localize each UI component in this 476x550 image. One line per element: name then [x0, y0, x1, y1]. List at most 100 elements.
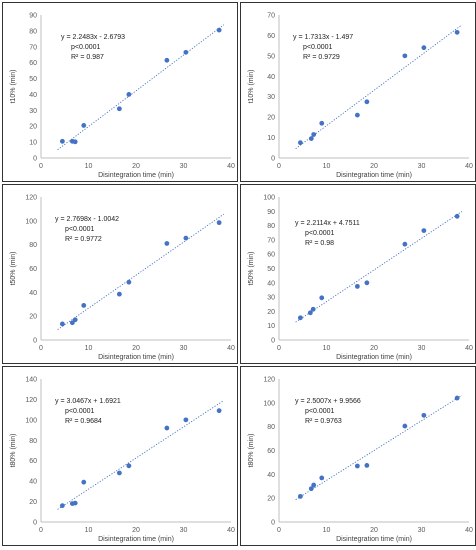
chart-panel-4: 0 10 20 30 40 0 10 20 30 40 50 60 70 80 90 100 Disintegr… — [240, 184, 476, 364]
data-point — [72, 139, 78, 145]
data-point — [216, 220, 222, 226]
x-tick-label: 10 — [85, 345, 93, 352]
x-tick-label: 20 — [370, 345, 378, 352]
x-tick-label: 40 — [465, 345, 473, 352]
regression-annotation: R² = 0.98 — [305, 240, 334, 247]
x-tick-label: 10 — [85, 163, 93, 170]
x-tick-label: 40 — [227, 527, 235, 534]
regression-annotation: R² = 0.987 — [71, 54, 104, 61]
x-tick-label: 20 — [132, 527, 140, 534]
data-point — [402, 423, 408, 429]
y-axis-label: t80% (min) — [248, 434, 255, 468]
y-tick-label: 60 — [267, 252, 275, 259]
data-point — [308, 136, 314, 141]
data-point — [402, 53, 408, 59]
x-axis-label: Disintegration time (min) — [336, 536, 412, 543]
y-tick-label: 60 — [29, 60, 37, 67]
data-point — [319, 295, 325, 301]
regression-annotation: p<0.0001 — [303, 44, 332, 51]
data-point — [59, 321, 65, 327]
chart-panel-6: 0 10 20 30 40 0 20 40 60 80 100 120 Disintegration t… — [240, 366, 476, 546]
x-axis-label: Disintegration time (min) — [336, 172, 412, 179]
y-tick-label: 40 — [267, 74, 275, 81]
trendline — [295, 24, 463, 150]
data-point — [69, 320, 75, 326]
chart-panel-3: 0 10 20 30 40 0 20 40 60 80 100 120 Disintegration t… — [2, 184, 238, 364]
regression-annotation: p<0.0001 — [71, 44, 100, 51]
chart-panel-2: 0 10 20 30 40 0 10 20 30 40 50 60 70 Disintegration t… — [240, 2, 476, 182]
x-tick-label: 30 — [418, 345, 426, 352]
y-tick-label: 40 — [267, 280, 275, 287]
y-tick-label: 80 — [267, 223, 275, 230]
x-tick-label: 0 — [277, 345, 281, 352]
data-point — [319, 475, 325, 481]
y-tick-label: 70 — [267, 237, 275, 244]
data-point — [454, 213, 460, 219]
y-tick-label: 0 — [271, 520, 275, 527]
x-tick-label: 0 — [39, 163, 43, 170]
y-tick-label: 100 — [25, 417, 37, 424]
data-point — [354, 283, 360, 289]
trendline — [295, 211, 463, 323]
data-point — [183, 417, 189, 423]
y-tick-label: 30 — [267, 94, 275, 101]
y-tick-label: 10 — [29, 140, 37, 147]
x-tick-label: 30 — [180, 527, 188, 534]
data-point — [307, 310, 313, 316]
y-tick-label: 80 — [29, 28, 37, 35]
data-point — [354, 463, 360, 469]
data-point — [310, 306, 316, 312]
y-tick-label: 20 — [267, 115, 275, 122]
regression-annotation: R² = 0.9772 — [65, 236, 102, 243]
y-tick-label: 40 — [29, 290, 37, 297]
data-point — [72, 317, 78, 323]
data-point — [183, 235, 189, 241]
regression-annotation: y = 2.7698x - 1.0042 — [55, 216, 119, 223]
trendline — [57, 213, 225, 331]
y-tick-label: 0 — [33, 156, 37, 163]
regression-annotation: y = 3.0467x + 1.6921 — [55, 398, 121, 405]
y-axis-label: t50% (min) — [248, 252, 255, 286]
data-point — [308, 486, 314, 492]
x-tick-label: 40 — [227, 163, 235, 170]
regression-annotation: p<0.0001 — [305, 408, 334, 415]
y-tick-label: 60 — [267, 448, 275, 455]
y-tick-label: 20 — [29, 314, 37, 321]
data-point — [311, 482, 317, 488]
y-tick-label: 70 — [29, 44, 37, 51]
data-point — [116, 106, 122, 112]
y-tick-label: 10 — [267, 135, 275, 142]
y-tick-label: 0 — [271, 338, 275, 345]
x-axis-label: Disintegration time (min) — [98, 354, 174, 361]
y-axis-label: t10% (min) — [248, 70, 255, 104]
y-tick-label: 50 — [267, 53, 275, 60]
data-point — [454, 29, 460, 35]
y-tick-label: 120 — [25, 195, 37, 202]
x-tick-label: 40 — [465, 527, 473, 534]
x-tick-label: 0 — [277, 527, 281, 534]
data-point — [319, 120, 325, 126]
y-tick-label: 40 — [29, 479, 37, 486]
y-tick-label: 80 — [267, 424, 275, 431]
data-point — [216, 408, 222, 414]
y-tick-label: 90 — [29, 13, 37, 20]
x-tick-label: 10 — [323, 527, 331, 534]
data-point — [126, 92, 132, 97]
regression-annotation: y = 2.2483x - 2.6793 — [61, 34, 125, 41]
y-tick-label: 60 — [267, 33, 275, 40]
regression-annotation: R² = 0.9763 — [305, 418, 342, 425]
x-tick-label: 30 — [418, 527, 426, 534]
x-tick-label: 20 — [132, 163, 140, 170]
y-tick-label: 0 — [33, 338, 37, 345]
y-tick-label: 140 — [25, 377, 37, 384]
regression-annotation: p<0.0001 — [65, 408, 94, 415]
scatter-chart-2: 0 10 20 30 40 0 10 20 30 40 50 60 70 Disintegration t… — [248, 13, 473, 180]
scatter-chart-3: 0 10 20 30 40 0 20 40 60 80 100 120 Disintegration t… — [10, 195, 235, 362]
y-tick-label: 70 — [267, 13, 275, 20]
y-tick-label: 20 — [267, 309, 275, 316]
data-point — [164, 241, 170, 246]
regression-annotation: y = 1.7313x - 1.497 — [293, 34, 353, 41]
y-axis-label: t80% (min) — [10, 434, 17, 468]
x-tick-label: 30 — [180, 163, 188, 170]
